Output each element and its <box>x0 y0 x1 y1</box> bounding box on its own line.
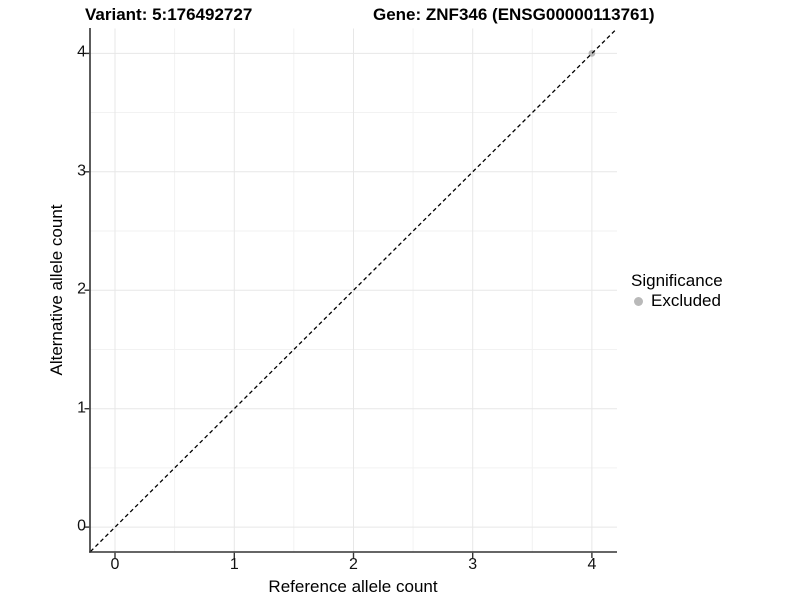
axis-tick-marks <box>84 52 593 558</box>
y-tick-label-0: 0 <box>77 517 86 535</box>
x-tick-label-0: 0 <box>110 556 120 573</box>
x-tick-label-4: 4 <box>587 556 597 573</box>
legend-title: Significance <box>631 271 723 290</box>
y-tick-label-3: 3 <box>77 162 86 180</box>
y-tick-label-1: 1 <box>77 399 86 417</box>
x-tick-label-3: 3 <box>468 556 478 573</box>
legend-item-excluded: Excluded <box>651 291 721 310</box>
variant-title: Variant: 5:176492727 <box>85 5 253 24</box>
identity-reference-line <box>90 28 618 552</box>
y-tick-label-4: 4 <box>77 44 86 62</box>
x-tick-label-2: 2 <box>349 556 358 573</box>
gene-title: Gene: ZNF346 (ENSG00000113761) <box>373 5 655 24</box>
x-axis-title: Reference allele count <box>268 577 438 596</box>
grid-major-lines <box>90 28 617 552</box>
y-tick-label-2: 2 <box>77 280 86 298</box>
y-axis-title: Alternative allele count <box>47 204 66 376</box>
legend-point-icon <box>634 297 643 306</box>
x-tick-label-1: 1 <box>229 556 239 573</box>
axis-lines <box>89 28 617 553</box>
